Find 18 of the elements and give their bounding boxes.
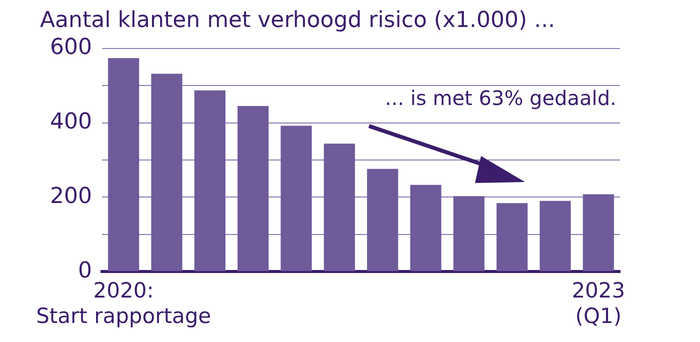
x-tick-label: 2023 (Q1) (572, 278, 626, 328)
bar (453, 196, 484, 272)
bar (194, 90, 226, 272)
bar (151, 74, 182, 272)
y-tick-label: 200 (50, 184, 92, 209)
chart-title: Aantal klanten met verhoogd risico (x1.000) ... (40, 8, 556, 33)
bar (108, 58, 140, 272)
bar (280, 126, 312, 272)
bar (496, 203, 528, 272)
bar (582, 194, 614, 272)
annotation: ... is met 63% gedaald. (385, 86, 616, 110)
bar (367, 168, 398, 272)
y-tick-label: 600 (50, 35, 92, 60)
bar (324, 144, 355, 272)
bar (540, 200, 571, 272)
bar (410, 184, 442, 272)
bar (238, 106, 269, 272)
y-tick-label: 400 (50, 110, 92, 135)
